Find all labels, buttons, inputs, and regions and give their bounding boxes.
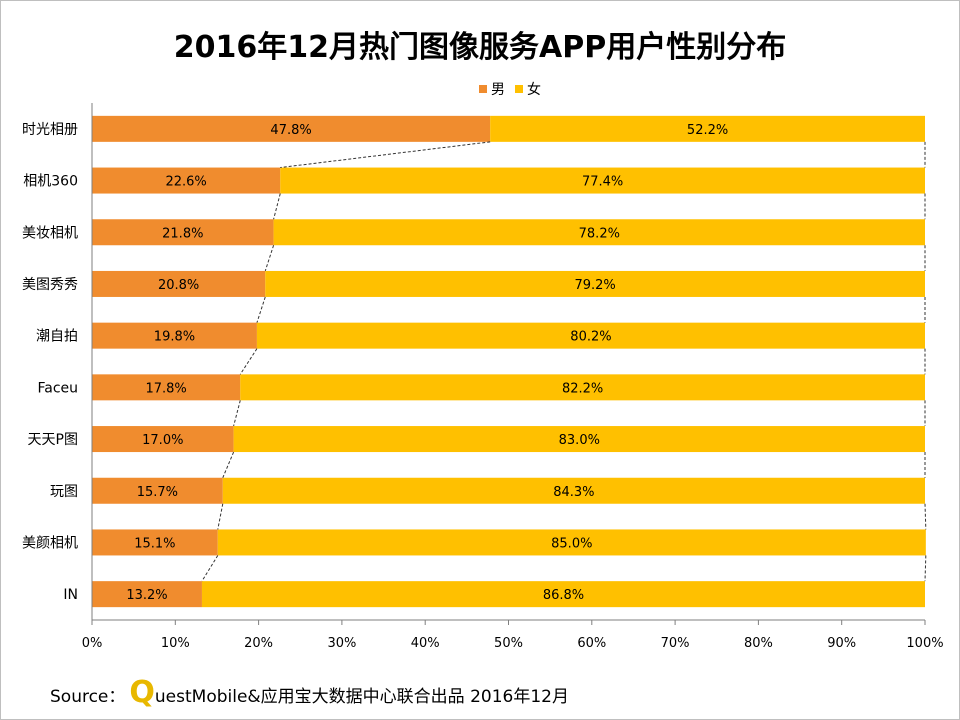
- bar-female: [240, 374, 926, 401]
- x-tick-label: 70%: [661, 636, 690, 651]
- data-label-male: 13.2%: [126, 588, 167, 603]
- legend: 男 女: [0, 79, 960, 99]
- legend-swatch-female: [515, 85, 523, 93]
- legend-swatch-male: [479, 85, 487, 93]
- source-prefix: Source：: [50, 687, 126, 707]
- chart-title: 2016年12月热门图像服务APP用户性别分布: [173, 30, 787, 65]
- x-tick-label: 90%: [827, 636, 856, 651]
- data-label-male: 47.8%: [270, 123, 311, 138]
- bar-male: [92, 529, 218, 556]
- bar-female: [233, 426, 926, 453]
- series-line-female: [924, 503, 927, 530]
- category-label: 美妆相机: [22, 225, 78, 241]
- x-tick-label: 30%: [327, 636, 356, 651]
- series-line-male: [256, 296, 266, 323]
- data-label-female: 83.0%: [559, 433, 600, 448]
- series-line-male: [239, 348, 258, 375]
- bar-female: [273, 219, 925, 246]
- bar-female: [217, 529, 926, 556]
- bar-male: [92, 426, 234, 453]
- category-label: 相机360: [23, 174, 78, 190]
- bar-male: [92, 270, 266, 297]
- bar-male: [92, 374, 241, 401]
- bar-female: [201, 581, 925, 608]
- source-text: uestMobile&应用宝大数据中心联合出品 2016年12月: [154, 687, 569, 707]
- series-line-male: [233, 400, 241, 427]
- x-tick-label: 50%: [494, 636, 523, 651]
- series-line-male: [222, 451, 235, 478]
- bar-male: [92, 581, 202, 608]
- legend-item-male: 男: [479, 79, 505, 99]
- data-label-female: 84.3%: [553, 485, 594, 500]
- category-label: 美颜相机: [22, 535, 78, 551]
- data-label-female: 80.2%: [570, 330, 611, 345]
- x-tick-label: 60%: [577, 636, 606, 651]
- bar-female: [280, 167, 925, 194]
- series-line-female: [924, 555, 927, 582]
- stacked-bar-chart: 47.8% 52.2% 时光相册 22.6% 77.4% 相机360 21.8% 78.2% 美…: [22, 103, 944, 651]
- source-line: Source： Q uestMobile&应用宝大数据中心联合出品 2016年1…: [50, 675, 569, 710]
- series-line-male: [280, 141, 491, 169]
- category-label: Faceu: [37, 380, 78, 396]
- data-label-male: 20.8%: [158, 278, 199, 293]
- data-label-male: 17.0%: [142, 433, 183, 448]
- x-tick-label: 80%: [744, 636, 773, 651]
- data-label-male: 21.8%: [162, 226, 203, 241]
- data-label-male: 15.1%: [134, 536, 175, 551]
- data-label-female: 78.2%: [579, 226, 620, 241]
- data-label-male: 22.6%: [165, 175, 206, 190]
- data-label-female: 79.2%: [574, 278, 615, 293]
- bar-male: [92, 322, 257, 349]
- bar-male: [92, 167, 281, 194]
- data-label-female: 82.2%: [562, 381, 603, 396]
- data-label-male: 17.8%: [145, 381, 186, 396]
- category-label: IN: [63, 587, 78, 603]
- bar-male: [92, 219, 274, 246]
- legend-label-female: 女: [527, 82, 541, 98]
- data-label-female: 86.8%: [543, 588, 584, 603]
- x-tick-label: 10%: [161, 636, 190, 651]
- category-label: 潮自拍: [36, 329, 78, 345]
- x-tick-label: 20%: [244, 636, 273, 651]
- data-label-female: 85.0%: [551, 536, 592, 551]
- data-label-female: 77.4%: [582, 175, 623, 190]
- category-label: 美图秀秀: [22, 277, 78, 293]
- series-line-male: [201, 555, 219, 582]
- bar-male: [92, 115, 491, 142]
- bar-female: [265, 270, 925, 297]
- x-tick-label: 40%: [411, 636, 440, 651]
- legend-label-male: 男: [491, 82, 505, 98]
- category-label: 天天P图: [28, 432, 78, 448]
- series-line-male: [217, 503, 224, 530]
- data-label-male: 19.8%: [154, 330, 195, 345]
- data-label-female: 52.2%: [687, 123, 728, 138]
- x-tick-label: 0%: [82, 636, 103, 651]
- legend-item-female: 女: [515, 79, 541, 99]
- bar-male: [92, 477, 223, 504]
- category-label: 时光相册: [22, 122, 78, 138]
- data-label-male: 15.7%: [137, 485, 178, 500]
- series-line-male: [264, 245, 275, 272]
- questmobile-logo-letter: Q: [129, 675, 155, 710]
- category-label: 玩图: [50, 484, 78, 500]
- bar-female: [222, 477, 925, 504]
- bar-female: [490, 115, 925, 142]
- series-line-male: [273, 193, 281, 220]
- x-tick-label: 100%: [906, 636, 943, 651]
- bar-female: [256, 322, 926, 349]
